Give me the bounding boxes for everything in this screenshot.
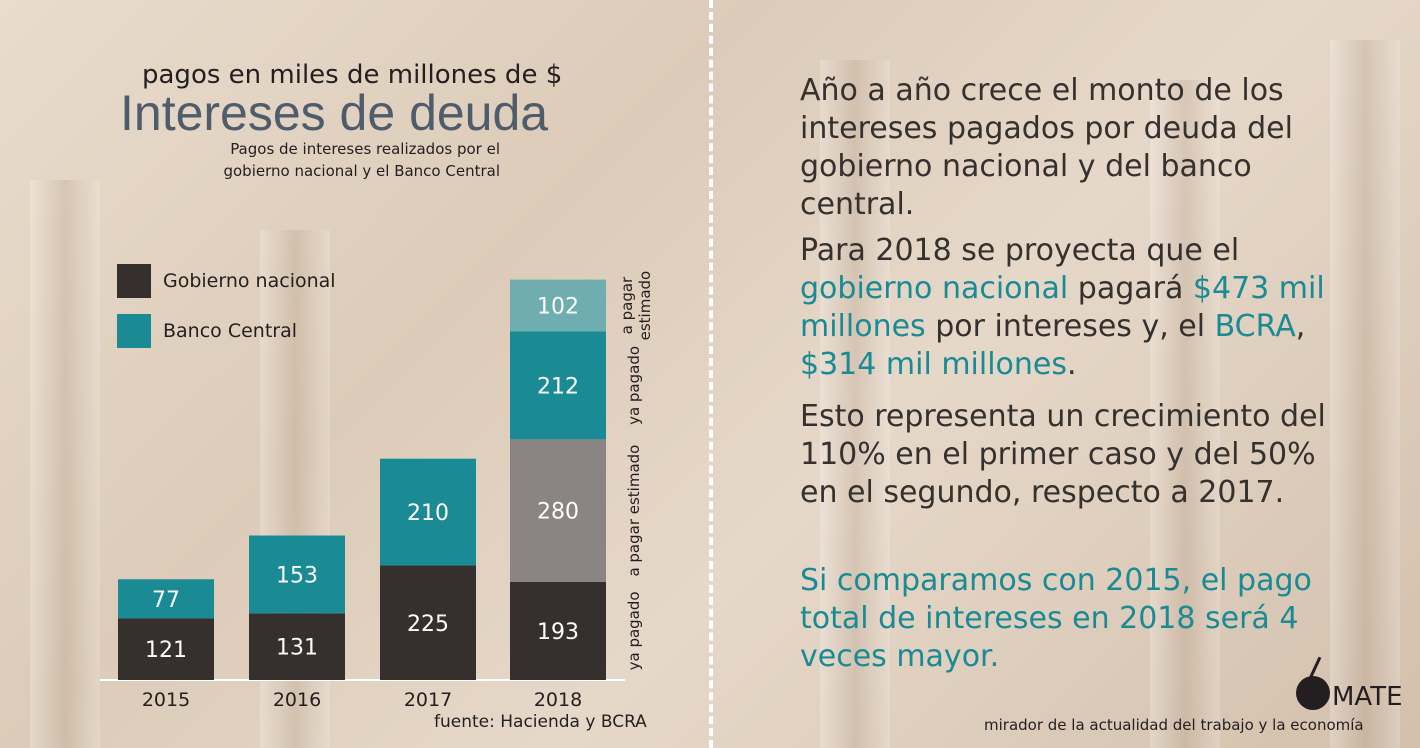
data-label-2016-0: 131: [276, 636, 318, 661]
x-tick-label-2016: 2016: [273, 689, 321, 711]
bar-segment-2018-0: [510, 581, 606, 680]
bar-segment-2018-1: [510, 439, 606, 582]
data-label-2018-2: 212: [537, 374, 579, 399]
segment-annotation-3: a pagarestimado: [618, 271, 654, 341]
legend-swatch-banco: [117, 313, 151, 348]
bar-segment-2015-2: [118, 579, 214, 619]
p2-accent-amount-gobierno: $473 mil millones: [800, 271, 1325, 344]
brand-name: MATE: [1332, 682, 1403, 712]
paragraph-3: Esto representa un crecimiento del 110% …: [800, 399, 1326, 510]
p2-accent-gobierno: gobierno nacional: [800, 271, 1069, 306]
segment-annotation-0: ya pagado: [625, 591, 643, 670]
p2-accent-bcra: BCRA: [1214, 309, 1296, 344]
mate-gourd-icon: [1296, 656, 1330, 710]
paragraph-conclusion: Si comparamos con 2015, el pago total de…: [800, 563, 1312, 674]
legend-label-gobierno: Gobierno nacional: [163, 269, 336, 292]
data-label-2018-1: 280: [537, 500, 579, 525]
legend-item-banco: Banco Central: [117, 313, 297, 348]
p2-text-3: por intereses y, el: [925, 309, 1215, 344]
x-tick-label-2015: 2015: [142, 689, 190, 711]
chart-description: Pagos de intereses realizados por el gob…: [223, 140, 500, 180]
p2-text-2: pagará: [1068, 271, 1193, 306]
bar-segment-2016-0: [249, 613, 345, 680]
brand-tagline: mirador de la actualidad del trabajo y l…: [984, 716, 1364, 734]
legend-swatch-gobierno: [117, 263, 151, 298]
data-label-2018-0: 193: [537, 620, 579, 645]
segment-annotation-2: ya pagado: [625, 346, 643, 425]
p2-text-4: ,: [1295, 309, 1306, 344]
stacked-bar-chart: 121 77 2015 131 153 2016 225 210 2017 193 ya pagad…: [100, 271, 654, 711]
chart-subtitle: pagos en miles de millones de $: [142, 60, 563, 90]
x-tick-label-2018: 2018: [534, 689, 582, 711]
data-label-2017-0: 225: [407, 612, 449, 637]
paragraph-2: Para 2018 se proyecta que el gobierno na…: [800, 232, 1360, 384]
p2-accent-amount-bcra: $314 mil millones: [800, 347, 1067, 382]
data-label-2018-3: 102: [537, 295, 579, 320]
bar-segment-2016-2: [249, 535, 345, 614]
brand-logo: MATE: [1296, 656, 1403, 712]
legend-label-banco: Banco Central: [163, 319, 298, 342]
data-label-2015-2: 77: [152, 588, 180, 613]
p2-text-5: .: [1067, 347, 1077, 382]
paragraph-1: Año a año crece el monto de los interese…: [800, 73, 1293, 222]
segment-annotation-1: a pagar estimado: [625, 445, 643, 577]
bar-segment-2018-3: [510, 279, 606, 332]
chart-source: fuente: Hacienda y BCRA: [434, 712, 647, 732]
data-label-2016-2: 153: [276, 563, 318, 588]
x-tick-label-2017: 2017: [404, 689, 452, 711]
bar-segment-2015-0: [118, 618, 214, 680]
bar-segment-2017-2: [380, 458, 476, 566]
bar-segment-2018-2: [510, 331, 606, 440]
bar-segment-2017-0: [380, 565, 476, 680]
data-label-2017-2: 210: [407, 501, 449, 526]
legend-item-gobierno: Gobierno nacional: [117, 263, 336, 298]
p2-text-1: Para 2018 se proyecta que el: [800, 233, 1240, 268]
data-label-2015-0: 121: [145, 638, 187, 663]
dashed-divider: [709, 0, 713, 748]
chart-title: Intereses de deuda: [120, 85, 549, 141]
